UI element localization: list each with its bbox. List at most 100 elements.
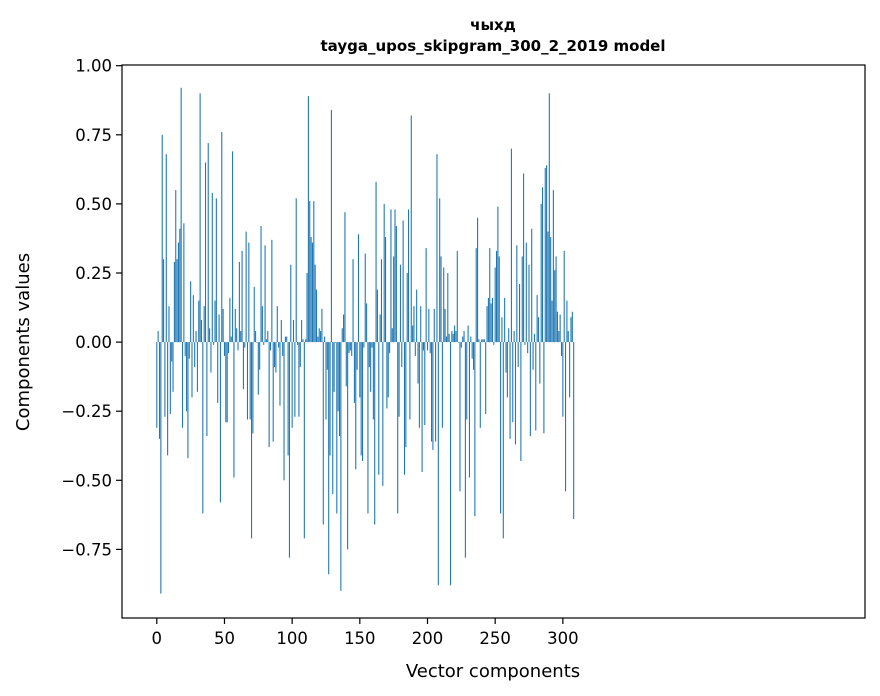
y-tick-label: −0.75	[61, 540, 112, 559]
bar	[183, 223, 185, 343]
bar	[443, 267, 445, 343]
bar	[324, 336, 326, 343]
bar	[195, 331, 197, 343]
bar	[180, 87, 182, 343]
plot-frame	[121, 64, 866, 619]
bar	[275, 342, 277, 373]
bar	[376, 289, 378, 343]
bar	[399, 264, 401, 343]
bar	[276, 306, 278, 343]
y-tick-label: 0.75	[75, 126, 112, 145]
bar	[175, 190, 177, 343]
bar	[552, 190, 554, 343]
bar	[456, 250, 458, 343]
bar	[336, 342, 338, 514]
bar	[468, 342, 470, 478]
bar	[524, 342, 526, 345]
bar	[363, 342, 365, 348]
bar	[366, 303, 368, 343]
bar	[542, 187, 544, 343]
bar	[165, 154, 167, 343]
bar	[401, 342, 403, 367]
bar	[463, 331, 465, 343]
bar	[298, 342, 300, 417]
bar	[544, 167, 546, 343]
bar	[567, 331, 569, 343]
bar	[306, 273, 308, 343]
bar	[481, 339, 483, 343]
bar	[471, 342, 473, 359]
bar	[292, 319, 295, 343]
bar	[505, 342, 507, 373]
bar	[472, 342, 475, 370]
bar	[455, 331, 457, 343]
bar	[200, 319, 202, 343]
bar	[291, 342, 293, 428]
bar	[525, 242, 527, 343]
bar	[470, 336, 472, 343]
bar	[190, 281, 192, 343]
bar	[406, 273, 408, 343]
bar	[179, 228, 181, 343]
bar	[329, 342, 331, 456]
bar	[187, 342, 189, 459]
bar	[256, 342, 258, 343]
bar	[253, 286, 255, 343]
bar	[559, 314, 561, 343]
bar	[448, 333, 450, 343]
bar	[500, 342, 502, 514]
bar	[338, 342, 341, 437]
bar	[340, 342, 342, 591]
bar	[261, 306, 263, 343]
bar	[413, 306, 415, 343]
bar	[299, 342, 301, 367]
bar	[282, 342, 284, 356]
bar	[237, 342, 239, 351]
chart-title-line-1: чыхд	[470, 16, 516, 34]
bar	[540, 203, 542, 343]
bar	[297, 342, 299, 345]
bar	[233, 342, 235, 478]
bar	[393, 256, 395, 343]
y-tick-label: −0.25	[61, 402, 112, 421]
bar	[288, 342, 290, 558]
x-tick-label: 50	[214, 629, 235, 648]
bar	[408, 209, 410, 343]
bar	[249, 342, 251, 420]
bar	[410, 115, 412, 343]
bar	[333, 342, 335, 392]
bar	[474, 342, 476, 517]
bar	[441, 342, 443, 428]
bar	[520, 342, 522, 461]
bar	[241, 250, 243, 343]
bar	[357, 234, 360, 343]
bar	[210, 342, 212, 373]
bar	[314, 264, 316, 343]
bar	[462, 336, 464, 343]
bar	[391, 328, 393, 343]
bar	[221, 132, 223, 343]
bar	[202, 342, 204, 514]
bar	[290, 264, 292, 343]
bar	[570, 317, 572, 343]
bar	[332, 342, 334, 495]
bar	[330, 109, 332, 343]
bar	[360, 342, 362, 456]
bar	[199, 93, 201, 343]
bar	[214, 300, 216, 343]
bar	[157, 331, 159, 343]
bar	[546, 165, 548, 343]
bar	[334, 342, 336, 343]
chart-title-line-2: tayga_upos_skipgram_300_2_2019 model	[321, 37, 666, 55]
bar	[196, 342, 198, 392]
bar	[167, 342, 169, 456]
bar	[548, 93, 550, 343]
bar	[345, 342, 347, 387]
bar	[171, 342, 173, 362]
bar	[364, 253, 366, 343]
bar	[439, 198, 441, 343]
bar	[371, 342, 373, 348]
bar	[265, 339, 267, 343]
bar	[529, 342, 531, 437]
